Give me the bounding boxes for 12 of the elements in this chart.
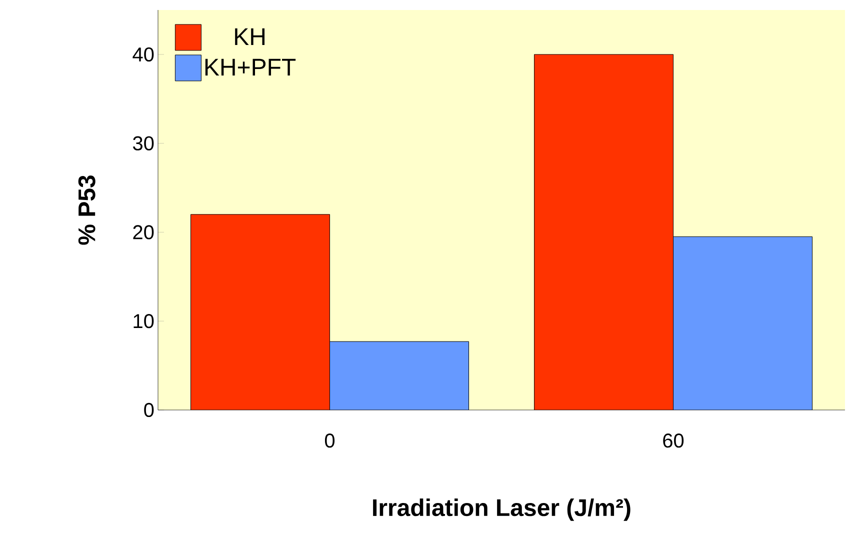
y-tick-label: 10 bbox=[134, 314, 154, 328]
y-tick-label: 20 bbox=[133, 225, 154, 240]
y-tick-label: 40 bbox=[132, 47, 154, 62]
x-tick-label: 60 bbox=[663, 434, 684, 448]
y-tick-label: 30 bbox=[132, 136, 154, 150]
bar bbox=[190, 214, 330, 410]
y-axis-title: % P53 bbox=[78, 176, 96, 245]
legend-label: KH bbox=[235, 28, 264, 45]
x-axis-title: Irradiation Laser (J/m²) bbox=[373, 498, 630, 521]
y-tick-label: 0 bbox=[144, 402, 154, 418]
legend-label: KH+PFT bbox=[205, 58, 296, 76]
bar bbox=[534, 54, 674, 410]
